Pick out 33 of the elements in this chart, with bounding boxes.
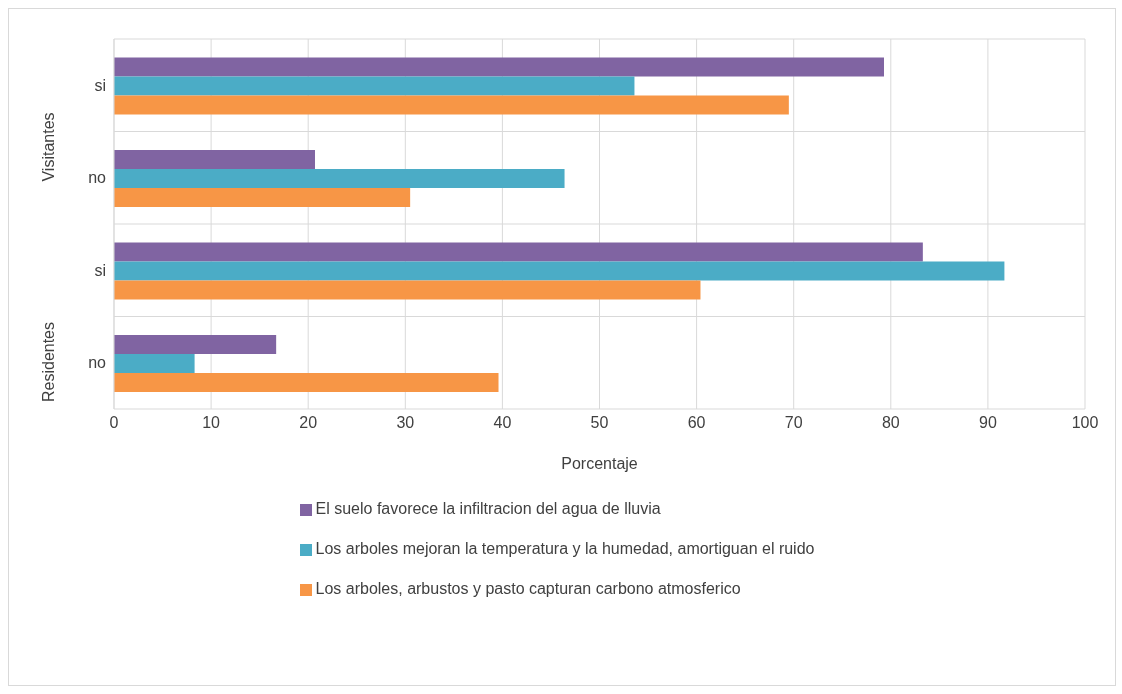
x-tick-label: 80 <box>881 414 900 432</box>
bar <box>114 150 315 169</box>
bar <box>114 335 277 354</box>
bar <box>114 169 565 188</box>
x-tick-label: 0 <box>109 414 119 432</box>
bar <box>114 261 1005 281</box>
y-tick-label: no <box>88 354 107 372</box>
x-tick-label: 50 <box>590 414 609 432</box>
text: Residentes <box>40 321 58 402</box>
y-tick-label: no <box>88 169 107 187</box>
x-tick-label: 40 <box>493 414 512 432</box>
y-tick-label: si <box>94 261 106 279</box>
bar <box>114 57 884 77</box>
bar <box>114 188 411 207</box>
bar <box>114 280 701 300</box>
text: Visitantes <box>40 111 58 182</box>
bar <box>114 373 499 392</box>
x-tick-label: 90 <box>979 414 997 432</box>
x-tick-label: 10 <box>202 414 221 432</box>
x-tick-label: 70 <box>784 414 803 432</box>
x-tick-label: 30 <box>396 414 415 432</box>
bar <box>114 354 195 373</box>
bar <box>114 95 789 115</box>
x-tick-label: 100 <box>1071 414 1099 432</box>
x-axis-title: Porcentaje <box>561 455 638 472</box>
x-tick-label: 60 <box>687 414 706 432</box>
legend-label: El suelo favorece la infiltracion del agua de lluvia <box>315 500 661 517</box>
y-tick-label: si <box>94 76 106 94</box>
legend-label: Los arboles, arbustos y pasto capturan carbono atmosferico <box>315 580 741 597</box>
legend-label: Los arboles mejoran la temperatura y la humedad, amortiguan el ruido <box>315 540 815 557</box>
bar <box>114 242 923 262</box>
bar <box>114 76 635 96</box>
x-tick-label: 20 <box>299 414 318 432</box>
